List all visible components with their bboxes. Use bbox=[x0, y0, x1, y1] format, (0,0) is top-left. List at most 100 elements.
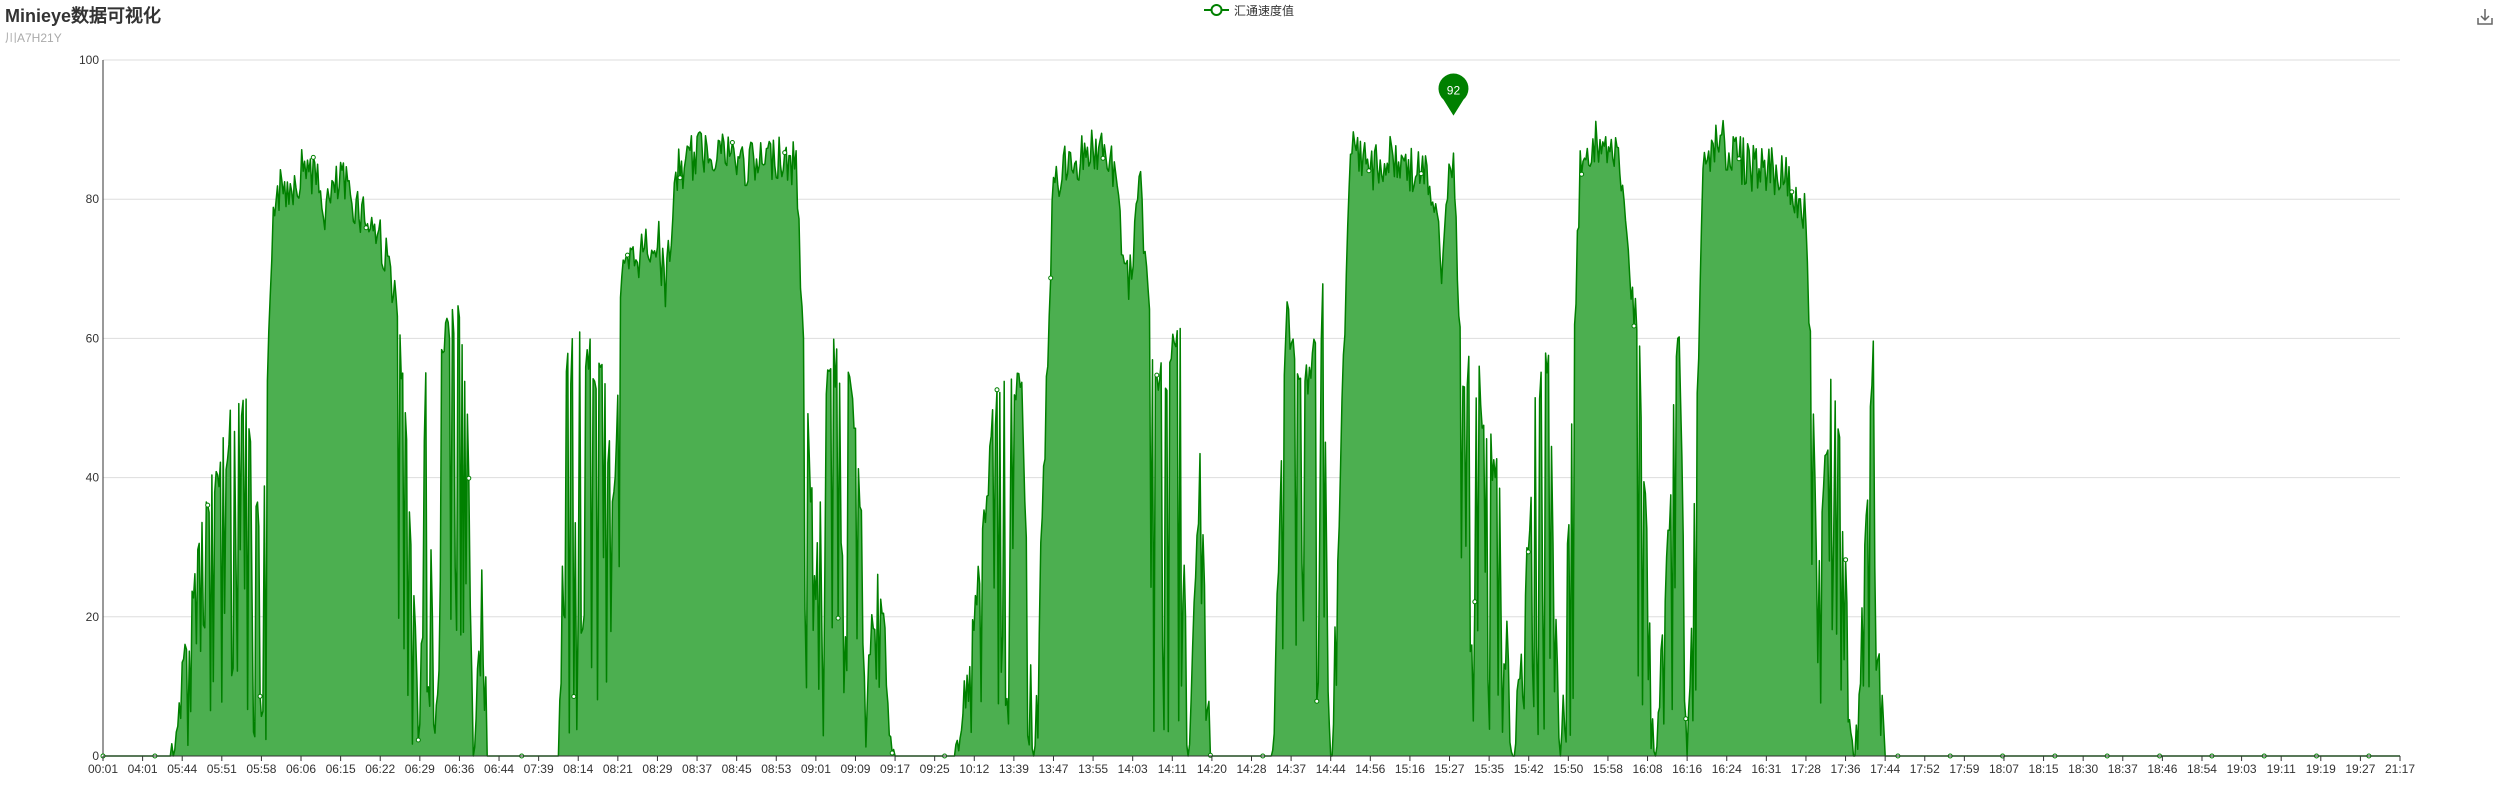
x-tick-label: 18:07 bbox=[1989, 762, 2019, 776]
legend-item[interactable]: 汇通速度值 bbox=[1204, 1, 1294, 19]
data-point bbox=[1736, 156, 1742, 162]
y-tick-label: 100 bbox=[79, 53, 99, 67]
y-tick-label: 80 bbox=[86, 192, 100, 206]
x-tick-label: 08:29 bbox=[642, 762, 672, 776]
x-tick-label: 19:19 bbox=[2306, 762, 2336, 776]
x-tick-label: 19:27 bbox=[2345, 762, 2375, 776]
x-tick-label: 08:21 bbox=[603, 762, 633, 776]
x-tick-label: 06:15 bbox=[326, 762, 356, 776]
x-tick-label: 06:36 bbox=[444, 762, 474, 776]
series-area bbox=[103, 120, 2400, 757]
x-tick-label: 05:51 bbox=[207, 762, 237, 776]
chart-subtitle: 川A7H21Y bbox=[5, 31, 62, 45]
x-tick-label: 06:29 bbox=[405, 762, 435, 776]
data-point bbox=[1366, 168, 1372, 174]
x-tick-label: 09:17 bbox=[880, 762, 910, 776]
x-tick-label: 08:14 bbox=[563, 762, 593, 776]
y-tick-label: 40 bbox=[86, 471, 100, 485]
x-tick-label: 09:25 bbox=[920, 762, 950, 776]
data-point bbox=[1683, 716, 1689, 722]
x-tick-label: 09:01 bbox=[801, 762, 831, 776]
x-tick-label: 06:06 bbox=[286, 762, 316, 776]
data-point bbox=[466, 475, 472, 481]
x-tick-label: 06:44 bbox=[484, 762, 514, 776]
x-tick-label: 06:22 bbox=[365, 762, 395, 776]
x-tick-label: 14:20 bbox=[1197, 762, 1227, 776]
y-tick-label: 60 bbox=[86, 331, 100, 345]
y-tick-label: 0 bbox=[92, 749, 99, 763]
peak-value-label: 92 bbox=[1447, 84, 1461, 98]
x-tick-label: 18:54 bbox=[2187, 762, 2217, 776]
x-tick-label: 14:37 bbox=[1276, 762, 1306, 776]
data-point bbox=[363, 225, 369, 231]
data-point bbox=[1314, 698, 1320, 704]
data-point bbox=[1843, 557, 1849, 563]
x-tick-label: 08:53 bbox=[761, 762, 791, 776]
data-point bbox=[1579, 171, 1585, 177]
x-tick-label: 13:47 bbox=[1038, 762, 1068, 776]
data-point bbox=[1472, 599, 1478, 605]
x-tick-label: 08:37 bbox=[682, 762, 712, 776]
x-tick-label: 19:11 bbox=[2267, 762, 2296, 776]
x-tick-label: 15:50 bbox=[1553, 762, 1583, 776]
x-tick-label: 05:58 bbox=[246, 762, 276, 776]
x-tick-label: 13:55 bbox=[1078, 762, 1108, 776]
x-tick-label: 19:03 bbox=[2227, 762, 2257, 776]
legend-label: 汇通速度值 bbox=[1234, 3, 1295, 18]
download-icon bbox=[2477, 9, 2493, 25]
download-button[interactable] bbox=[2474, 6, 2496, 28]
data-point bbox=[1525, 549, 1531, 555]
x-tick-label: 14:56 bbox=[1355, 762, 1385, 776]
x-tick-label: 15:42 bbox=[1514, 762, 1544, 776]
x-tick-label: 07:39 bbox=[524, 762, 554, 776]
x-tick-label: 14:44 bbox=[1316, 762, 1346, 776]
legend-swatch-icon bbox=[1204, 4, 1229, 16]
x-tick-label: 17:36 bbox=[1831, 762, 1861, 776]
x-tick-label: 05:44 bbox=[167, 762, 197, 776]
x-tick-label: 09:09 bbox=[840, 762, 870, 776]
x-tick-label: 13:39 bbox=[999, 762, 1029, 776]
x-tick-label: 18:30 bbox=[2068, 762, 2098, 776]
data-point bbox=[571, 694, 577, 699]
data-point bbox=[1154, 372, 1160, 378]
data-point bbox=[889, 750, 895, 756]
x-tick-label: 15:16 bbox=[1395, 762, 1425, 776]
x-tick-label: 17:28 bbox=[1791, 762, 1821, 776]
x-tick-label: 14:28 bbox=[1236, 762, 1266, 776]
data-point bbox=[310, 154, 316, 160]
data-point bbox=[994, 387, 1000, 393]
x-tick-label: 00:01 bbox=[88, 762, 118, 776]
data-point bbox=[677, 175, 683, 181]
x-tick-label: 15:35 bbox=[1474, 762, 1504, 776]
data-point bbox=[729, 140, 735, 145]
x-tick-label: 17:52 bbox=[1910, 762, 1940, 776]
peak-pin-icon bbox=[1438, 73, 1469, 116]
data-point bbox=[782, 150, 788, 156]
x-tick-label: 18:37 bbox=[2108, 762, 2138, 776]
chart-title: Minieye数据可视化 bbox=[5, 6, 162, 26]
data-point bbox=[1631, 323, 1637, 329]
data-point bbox=[835, 615, 841, 621]
x-tick-label: 04:01 bbox=[128, 762, 158, 776]
x-tick-label: 15:58 bbox=[1593, 762, 1623, 776]
x-tick-label: 10:12 bbox=[959, 762, 989, 776]
data-point bbox=[1100, 155, 1106, 161]
y-tick-label: 20 bbox=[86, 610, 100, 624]
x-tick-label: 17:44 bbox=[1870, 762, 1900, 776]
x-tick-label: 16:31 bbox=[1751, 762, 1781, 776]
x-tick-label: 17:59 bbox=[1949, 762, 1979, 776]
x-tick-label: 15:27 bbox=[1435, 762, 1465, 776]
x-tick-label: 18:46 bbox=[2147, 762, 2177, 776]
data-point bbox=[1048, 275, 1054, 281]
peak-marker: 92 bbox=[1438, 73, 1469, 116]
grid-layer bbox=[103, 59, 2400, 618]
data-point bbox=[1418, 171, 1424, 177]
y-axis: 0 20 40 60 80 100 bbox=[79, 53, 104, 763]
x-tick-label: 21:17 bbox=[2385, 762, 2415, 776]
data-point bbox=[257, 693, 263, 699]
x-tick-label: 18:15 bbox=[2029, 762, 2059, 776]
data-point bbox=[625, 252, 630, 258]
series-layer bbox=[100, 119, 2400, 759]
data-point bbox=[1789, 189, 1795, 195]
